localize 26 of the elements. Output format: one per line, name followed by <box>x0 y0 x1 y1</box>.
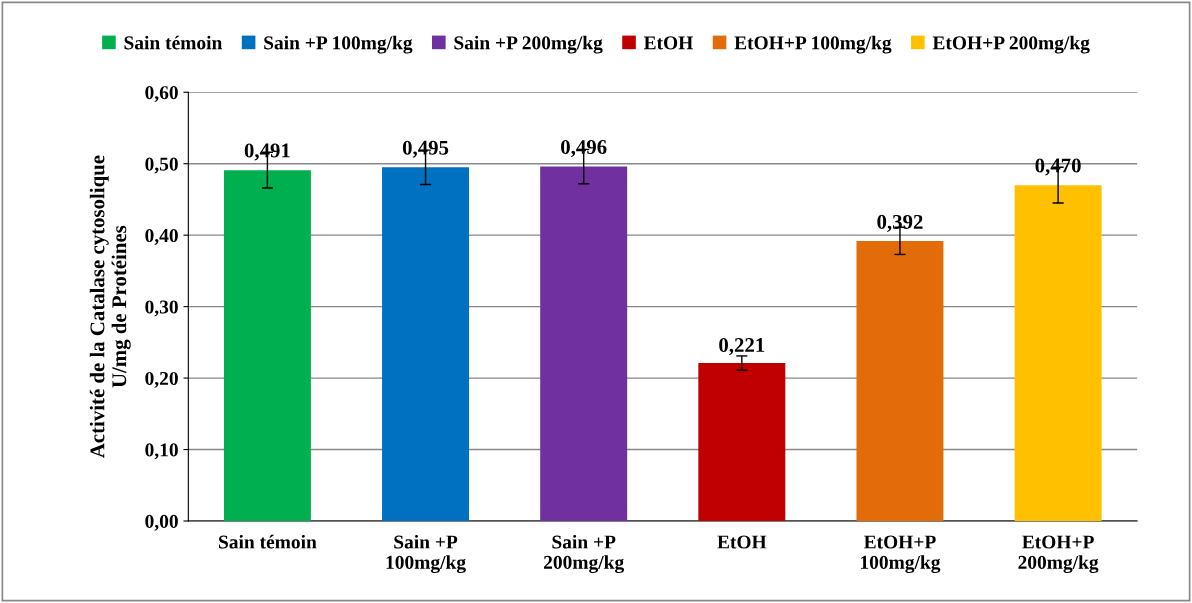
x-tick-label: Sain +P 100mg/kg <box>386 534 466 573</box>
x-tick-label: EtOH <box>717 535 767 549</box>
y-tick-label: 0,50 <box>145 157 178 174</box>
y-tick-label: 0,10 <box>145 443 178 460</box>
data-label: 0,392 <box>877 214 923 232</box>
legend-label: EtOH+P 100mg/kg <box>734 35 892 54</box>
y-tick-label: 0,40 <box>145 228 178 245</box>
data-label: 0,496 <box>561 139 607 158</box>
data-label: 0,491 <box>244 143 290 161</box>
data-label: 0,221 <box>719 338 765 356</box>
x-tick-label: Sain témoin <box>219 534 317 549</box>
legend-label: Sain +P 100mg/kg <box>264 35 413 54</box>
legend-label: EtOH <box>643 36 693 50</box>
y-tick-label: 0,20 <box>145 371 178 388</box>
y-tick-label: 0,30 <box>145 300 178 317</box>
legend-label: EtOH+P 200mg/kg <box>932 35 1090 54</box>
data-label: 0,495 <box>402 140 449 158</box>
x-tick-label: Sain +P 200mg/kg <box>543 534 625 573</box>
legend-label: Sain témoin <box>124 35 223 50</box>
legend-label: Sain +P 200mg/kg <box>454 35 603 54</box>
data-label: 0,470 <box>1035 158 1081 176</box>
x-tick-label: EtOH+P 200mg/kg <box>1018 535 1099 573</box>
y-axis-title: Activité de la Catalase cytosolique U/mg de Protéines <box>89 155 131 459</box>
y-tick-label: 0,00 <box>145 514 178 531</box>
y-tick-label: 0,60 <box>145 86 178 103</box>
x-tick-label: EtOH+P 100mg/kg <box>861 535 941 573</box>
